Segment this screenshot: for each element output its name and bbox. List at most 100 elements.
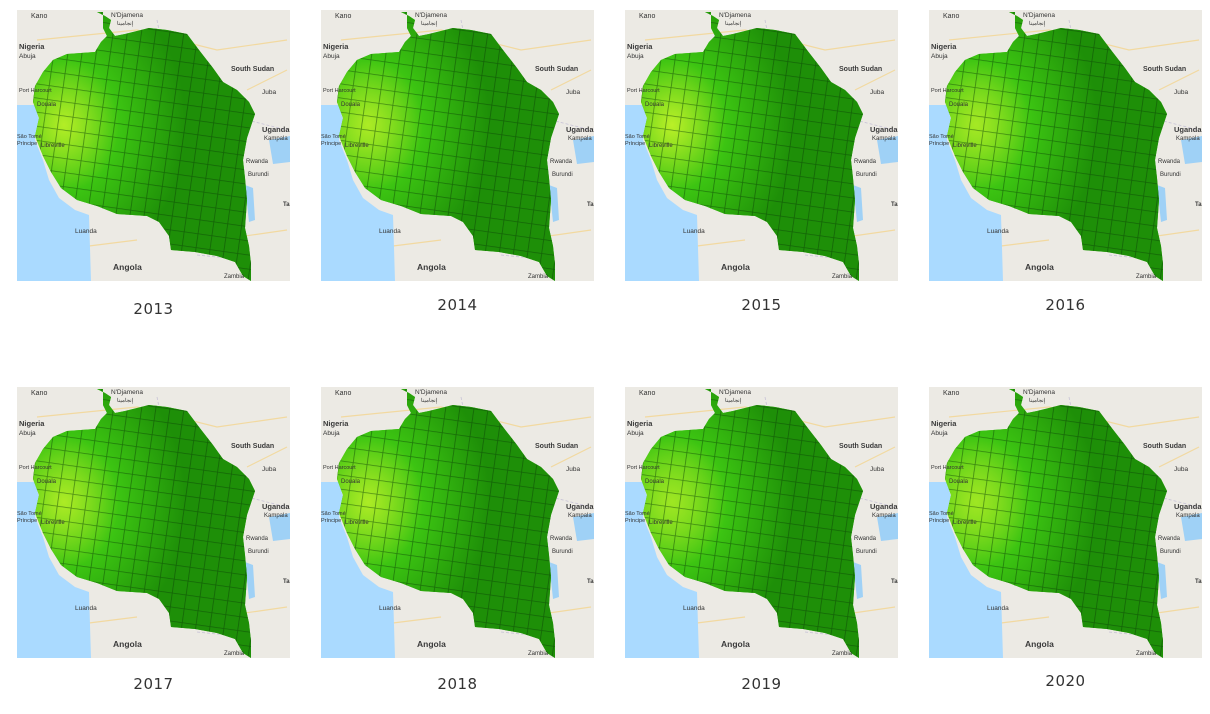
svg-text:São Tomé: São Tomé (625, 511, 650, 517)
svg-text:Douala: Douala (949, 102, 969, 108)
svg-text:Douala: Douala (37, 102, 57, 108)
svg-text:Douala: Douala (37, 479, 57, 485)
map-svg: Kano N'Djamena إنجامينا Nigeria Abuja Po… (625, 387, 898, 658)
map-labels: Kano N'Djamena إنجامينا Nigeria Abuja Po… (625, 12, 898, 280)
svg-text:Luanda: Luanda (75, 228, 97, 235)
svg-text:São Tomé: São Tomé (625, 134, 650, 140)
svg-text:Luanda: Luanda (987, 605, 1009, 612)
year-label-2020: 2020 (1045, 672, 1086, 690)
svg-text:Kampala: Kampala (264, 513, 288, 519)
year-label-2016: 2016 (1045, 296, 1086, 314)
svg-text:São Tomé: São Tomé (321, 134, 346, 140)
svg-text:Nigeria: Nigeria (931, 42, 957, 51)
svg-text:Angola: Angola (417, 639, 446, 649)
svg-text:Port Harcourt: Port Harcourt (627, 465, 660, 471)
svg-text:Juba: Juba (566, 466, 580, 473)
svg-text:Angola: Angola (417, 262, 446, 272)
svg-text:Juba: Juba (1174, 89, 1188, 96)
svg-text:South Sudan: South Sudan (1143, 443, 1186, 450)
svg-text:Uganda: Uganda (1174, 125, 1202, 134)
svg-text:Príncipe: Príncipe (929, 141, 949, 147)
svg-text:Rwanda: Rwanda (550, 536, 573, 542)
svg-text:Kano: Kano (639, 390, 655, 397)
svg-text:Zambia: Zambia (832, 651, 853, 657)
svg-text:Burundi: Burundi (248, 549, 269, 555)
svg-text:Abuja: Abuja (19, 430, 36, 437)
svg-text:N'Djamena: N'Djamena (1023, 389, 1055, 396)
svg-text:Luanda: Luanda (75, 605, 97, 612)
svg-text:Uganda: Uganda (566, 125, 594, 134)
map-svg: Kano N'Djamena إنجامينا Nigeria Abuja Po… (929, 10, 1202, 281)
svg-text:Ta: Ta (891, 202, 898, 208)
svg-text:Príncipe: Príncipe (321, 518, 341, 524)
svg-text:إنجامينا: إنجامينا (1029, 20, 1046, 27)
svg-text:N'Djamena: N'Djamena (719, 389, 751, 396)
atlantic-ocean (17, 482, 91, 658)
svg-text:Juba: Juba (870, 89, 884, 96)
map-labels: Kano N'Djamena إنجامينا Nigeria Abuja Po… (929, 389, 1202, 657)
svg-text:Zambia: Zambia (528, 651, 549, 657)
svg-text:Kano: Kano (639, 13, 655, 20)
svg-text:إنجامينا: إنجامينا (725, 397, 742, 404)
svg-text:Zambia: Zambia (1136, 274, 1157, 280)
map-labels: Kano N'Djamena إنجامينا Nigeria Abuja Po… (17, 389, 290, 657)
svg-text:Port Harcourt: Port Harcourt (931, 88, 964, 94)
lake-victoria (1181, 513, 1202, 541)
svg-text:Luanda: Luanda (683, 228, 705, 235)
svg-text:إنجامينا: إنجامينا (421, 20, 438, 27)
svg-text:Burundi: Burundi (248, 172, 269, 178)
svg-text:Uganda: Uganda (870, 125, 898, 134)
atlantic-ocean (321, 105, 395, 281)
svg-text:Burundi: Burundi (856, 172, 877, 178)
svg-text:South Sudan: South Sudan (839, 66, 882, 73)
svg-text:Douala: Douala (645, 479, 665, 485)
svg-text:Kano: Kano (31, 13, 47, 20)
svg-text:Uganda: Uganda (566, 502, 594, 511)
svg-text:Port Harcourt: Port Harcourt (19, 88, 52, 94)
svg-text:South Sudan: South Sudan (1143, 66, 1186, 73)
svg-text:Rwanda: Rwanda (246, 159, 269, 165)
svg-text:Angola: Angola (721, 639, 750, 649)
map-labels: Kano N'Djamena إنجامينا Nigeria Abuja Po… (929, 12, 1202, 280)
svg-text:Juba: Juba (870, 466, 884, 473)
lake-tanganyika (549, 185, 559, 222)
year-label-2014: 2014 (437, 296, 478, 314)
svg-text:Ta: Ta (891, 579, 898, 585)
atlantic-ocean (17, 105, 91, 281)
svg-text:إنجامينا: إنجامينا (1029, 397, 1046, 404)
atlantic-ocean (625, 482, 699, 658)
svg-text:Angola: Angola (1025, 262, 1054, 272)
svg-text:N'Djamena: N'Djamena (111, 389, 143, 396)
lake-victoria (269, 136, 290, 164)
svg-text:إنجامينا: إنجامينا (421, 397, 438, 404)
svg-text:Libreville: Libreville (345, 143, 369, 149)
svg-text:Uganda: Uganda (262, 502, 290, 511)
svg-text:Nigeria: Nigeria (931, 419, 957, 428)
svg-text:Uganda: Uganda (870, 502, 898, 511)
svg-text:South Sudan: South Sudan (231, 443, 274, 450)
svg-text:Ta: Ta (587, 579, 594, 585)
svg-text:Abuja: Abuja (931, 53, 948, 60)
svg-text:Abuja: Abuja (627, 430, 644, 437)
svg-text:Kampala: Kampala (1176, 513, 1200, 519)
lake-tanganyika (853, 562, 863, 599)
svg-text:Port Harcourt: Port Harcourt (323, 465, 356, 471)
map-svg: Kano N'Djamena إنجامينا Nigeria Abuja Po… (929, 387, 1202, 658)
svg-text:South Sudan: South Sudan (839, 443, 882, 450)
map-svg: Kano N'Djamena إنجامينا Nigeria Abuja Po… (17, 10, 290, 281)
svg-text:Príncipe: Príncipe (17, 141, 37, 147)
svg-text:Douala: Douala (341, 479, 361, 485)
map-panel-2015: Kano N'Djamena إنجامينا Nigeria Abuja Po… (625, 10, 898, 281)
svg-text:Zambia: Zambia (832, 274, 853, 280)
svg-text:Kampala: Kampala (1176, 136, 1200, 142)
year-label-2018: 2018 (437, 675, 478, 693)
svg-text:إنجامينا: إنجامينا (117, 397, 134, 404)
map-svg: Kano N'Djamena إنجامينا Nigeria Abuja Po… (321, 10, 594, 281)
svg-text:Burundi: Burundi (1160, 172, 1181, 178)
svg-text:São Tomé: São Tomé (929, 511, 954, 517)
svg-text:Zambia: Zambia (224, 651, 245, 657)
atlantic-ocean (625, 105, 699, 281)
svg-text:Rwanda: Rwanda (854, 536, 877, 542)
map-labels: Kano N'Djamena إنجامينا Nigeria Abuja Po… (321, 389, 594, 657)
svg-text:Kampala: Kampala (568, 513, 592, 519)
